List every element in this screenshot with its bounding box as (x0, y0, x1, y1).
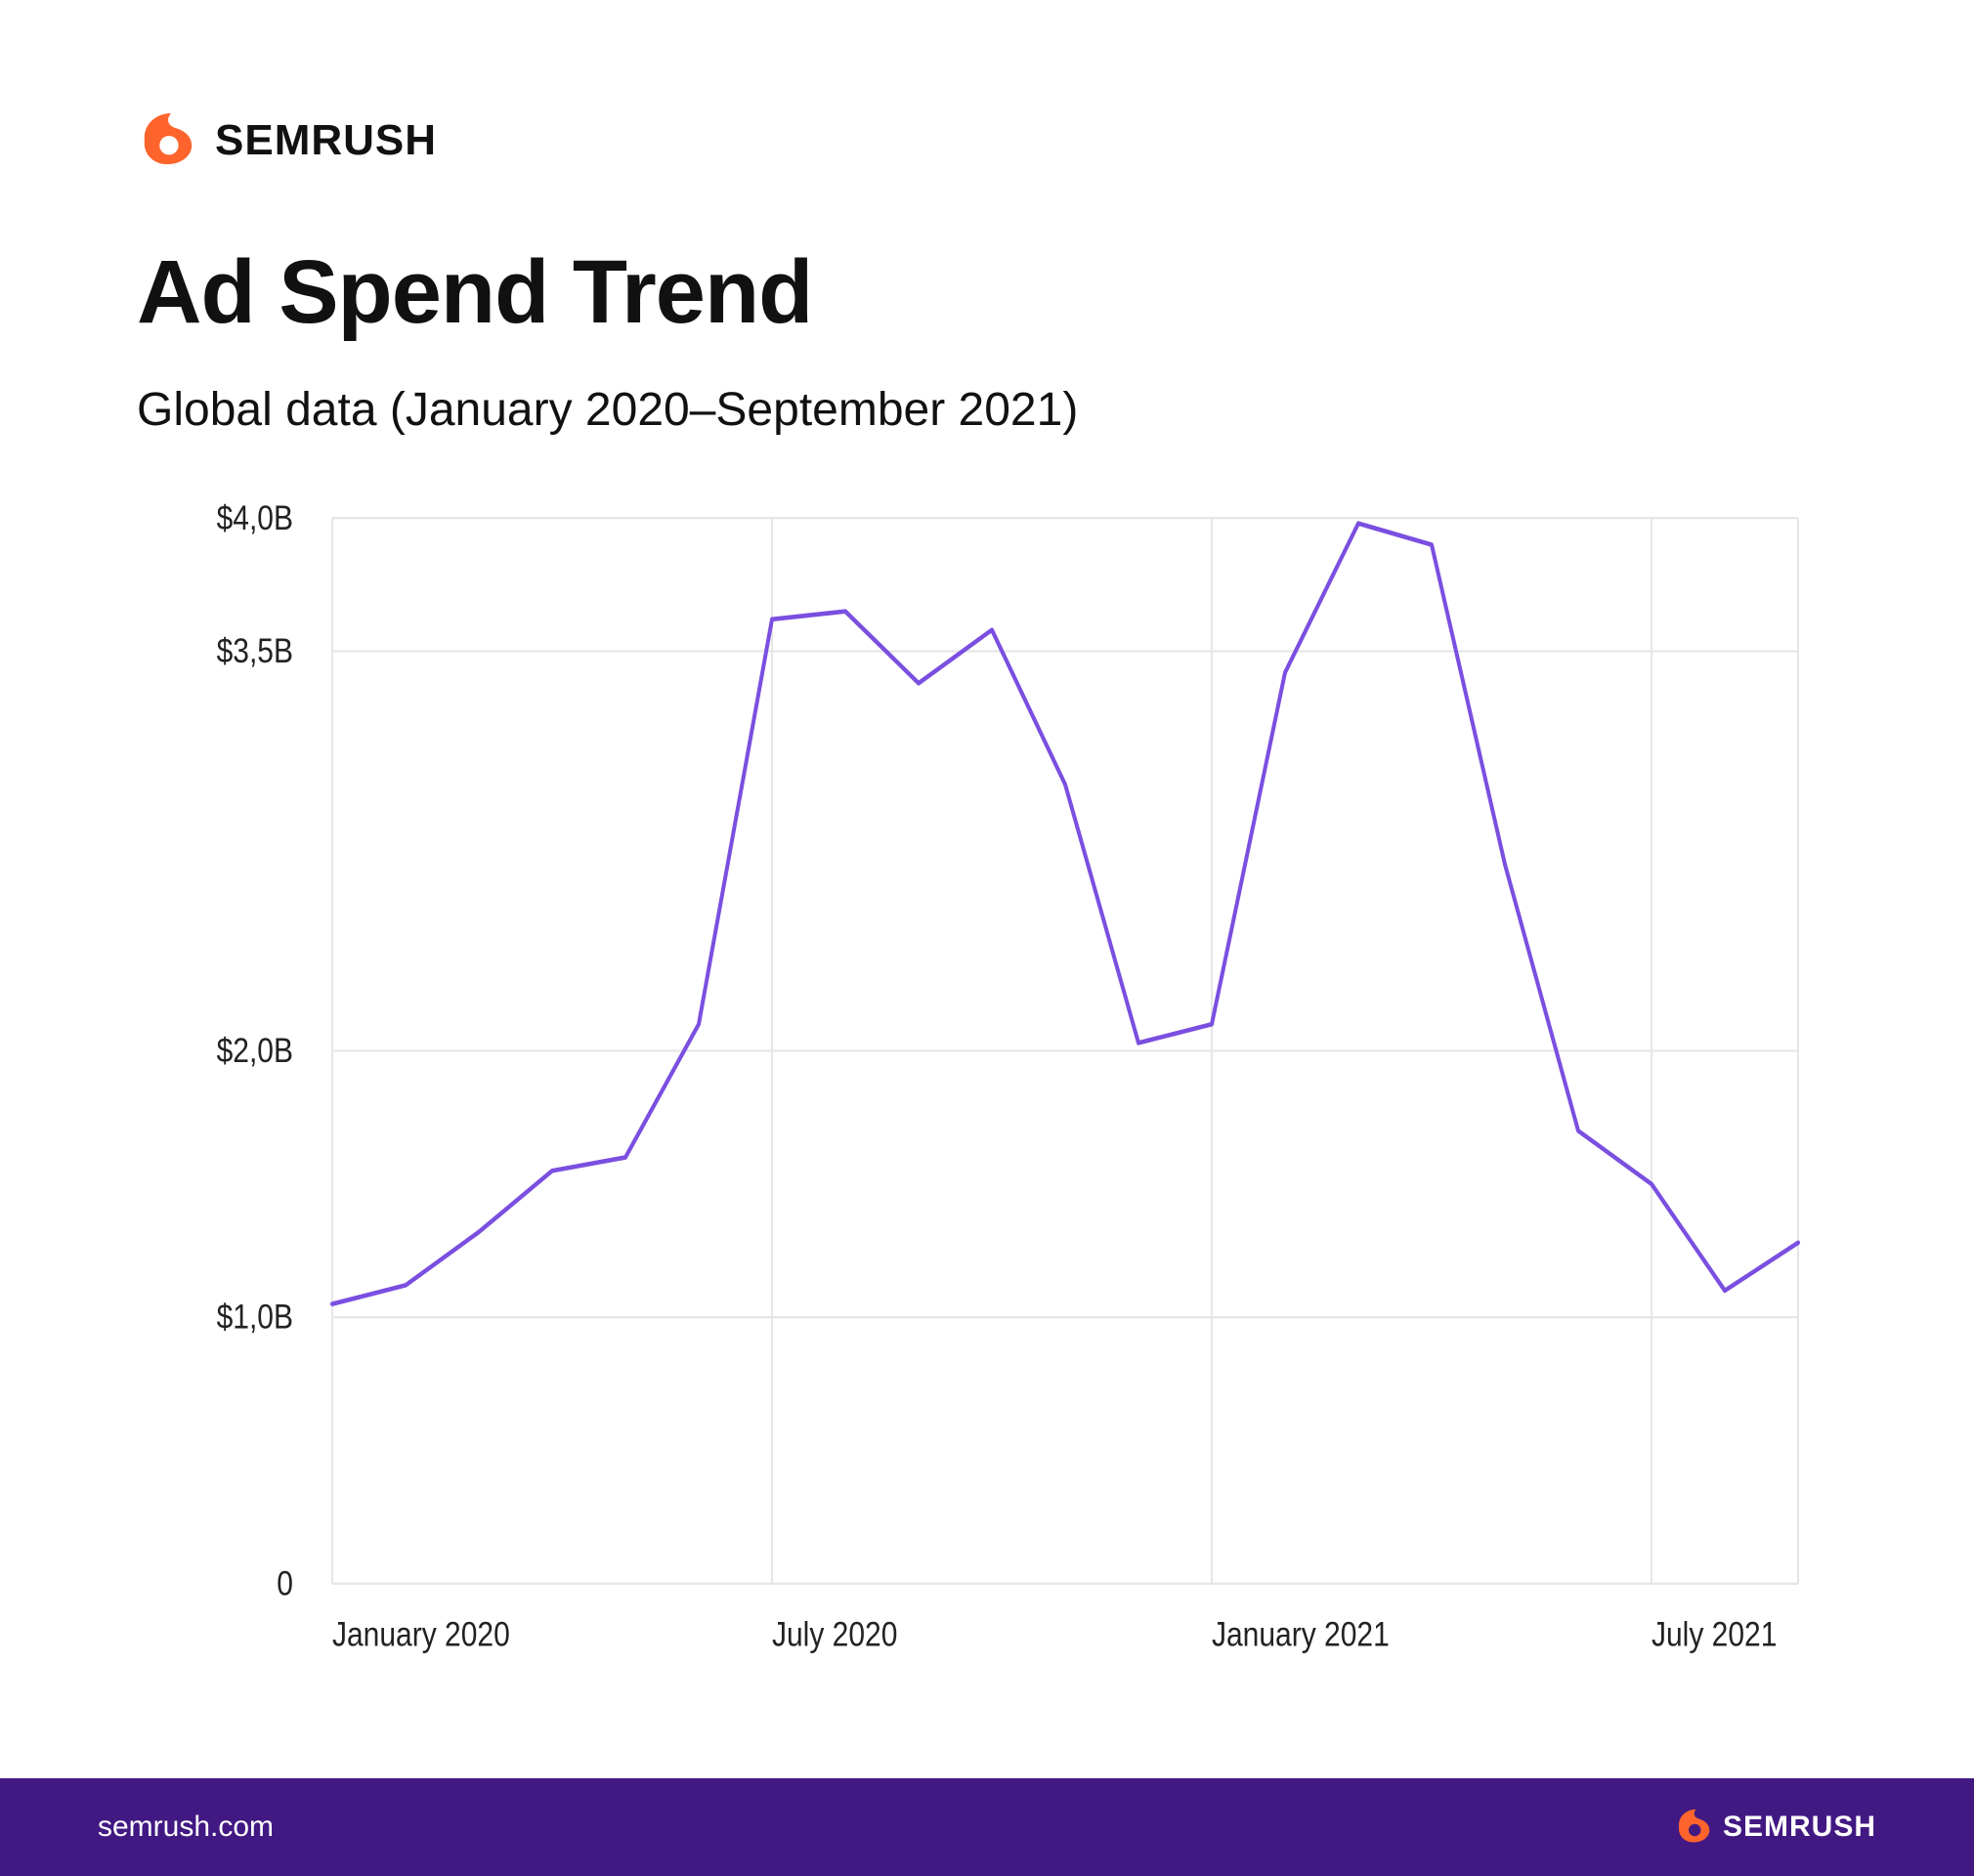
svg-text:0: 0 (277, 1564, 293, 1602)
footer-brand-name: SEMRUSH (1723, 1811, 1876, 1844)
svg-text:July 2020: July 2020 (772, 1616, 897, 1654)
svg-text:$1,0B: $1,0B (217, 1299, 293, 1337)
line-chart: 0 $1,0B $2,0B $3,5B $4,0B January 2020 July 20… (137, 495, 1837, 1720)
chart-container: 0 $1,0B $2,0B $3,5B $4,0B January 2020 July 20… (0, 466, 1974, 1778)
svg-text:January 2020: January 2020 (332, 1616, 510, 1654)
page: SEMRUSH Ad Spend Trend Global data (Janu… (0, 0, 1974, 1876)
footer-logo: SEMRUSH (1674, 1806, 1876, 1850)
chart-title: Ad Spend Trend (137, 241, 1837, 344)
svg-text:$4,0B: $4,0B (217, 499, 293, 537)
svg-text:$2,0B: $2,0B (217, 1032, 293, 1070)
semrush-flame-icon (137, 107, 197, 173)
semrush-flame-icon (1674, 1806, 1713, 1850)
header: SEMRUSH Ad Spend Trend Global data (Janu… (0, 0, 1974, 466)
svg-text:January 2021: January 2021 (1212, 1616, 1390, 1654)
svg-text:July 2021: July 2021 (1652, 1616, 1777, 1654)
svg-text:$3,5B: $3,5B (217, 632, 293, 670)
footer-url: semrush.com (98, 1811, 274, 1844)
brand-logo: SEMRUSH (137, 107, 1837, 173)
chart-subtitle: Global data (January 2020–September 2021… (137, 383, 1837, 437)
footer-bar: semrush.com SEMRUSH (0, 1778, 1974, 1876)
brand-name: SEMRUSH (215, 116, 437, 165)
